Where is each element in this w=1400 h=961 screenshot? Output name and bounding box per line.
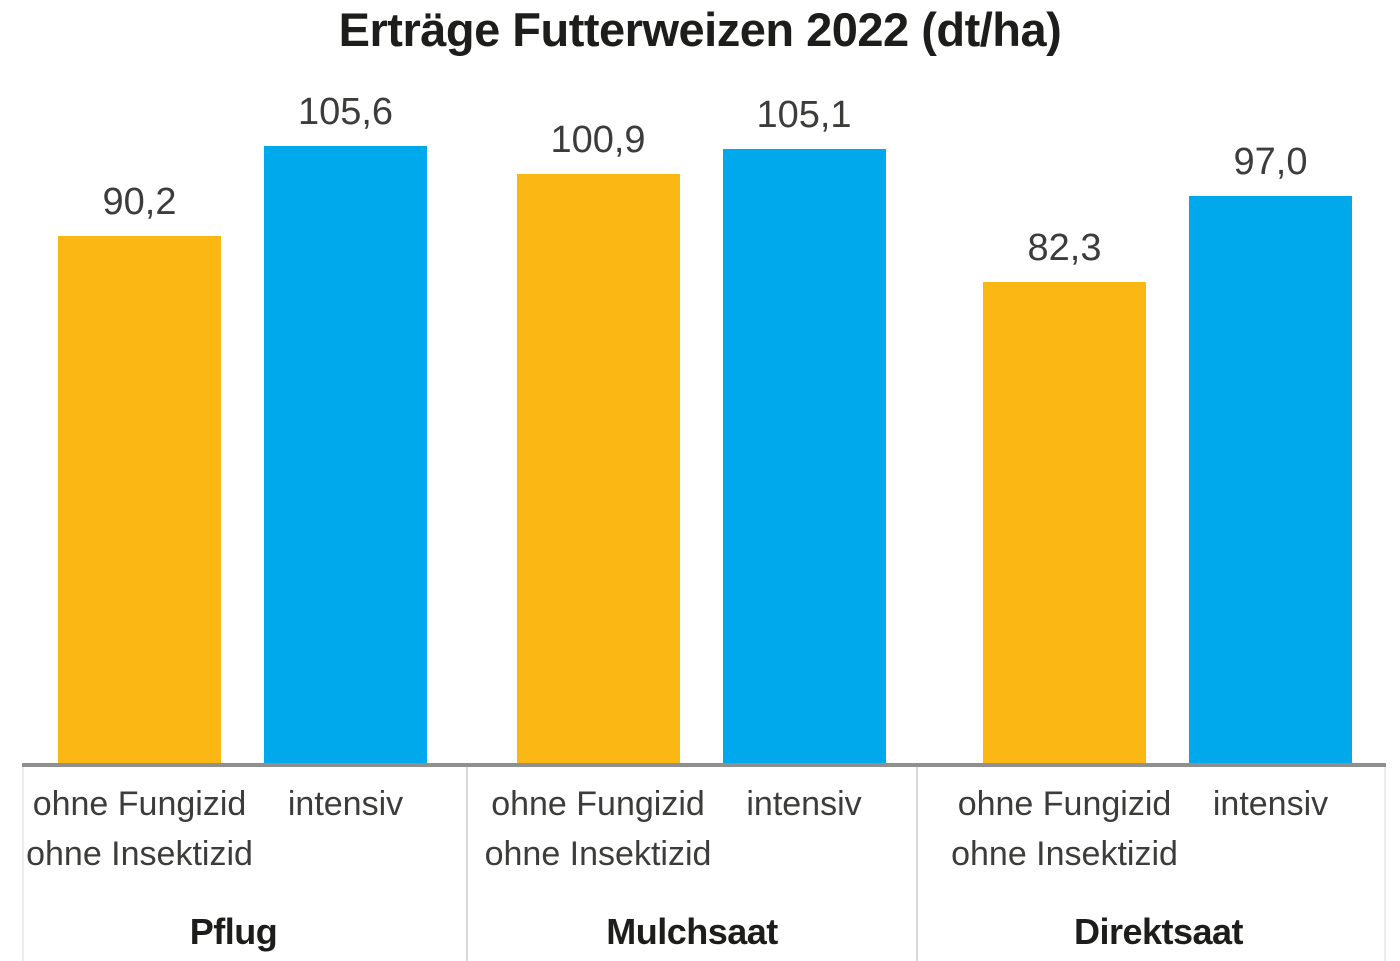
bar xyxy=(722,148,886,763)
bar xyxy=(516,173,680,763)
series-label: intensiv xyxy=(287,785,404,823)
plot-area: 90,2 105,6 100,9 105,1 82,3 97,0 xyxy=(9,91,1400,763)
bar-group-direktsaat: 82,3 97,0 xyxy=(926,142,1400,763)
x-axis-line xyxy=(22,763,1386,767)
chart-title: Erträge Futterweizen 2022 (dt/ha) xyxy=(338,3,1062,56)
bar-group-mulchsaat: 100,9 105,1 xyxy=(476,94,926,763)
group-divider-line xyxy=(466,767,468,961)
category-label: Pflug xyxy=(189,911,278,952)
bar xyxy=(983,282,1146,763)
bar-value-label: 82,3 xyxy=(1027,227,1102,270)
bar-unit: 97,0 xyxy=(1189,142,1352,763)
series-label: intensiv xyxy=(1212,785,1329,823)
x-axis-labels: ohne Fungizid ohne Insektizid intensiv Pflu… xyxy=(0,779,1400,961)
x-group-direktsaat: ohne Fungizid ohne Insektizid intensiv Dire… xyxy=(917,779,1400,961)
bar-unit: 105,6 xyxy=(264,91,427,763)
bar-value-label: 105,6 xyxy=(297,91,394,134)
x-group-mulchsaat: ohne Fungizid ohne Insektizid intensiv Mulc… xyxy=(467,779,917,961)
bar-value-label: 97,0 xyxy=(1233,141,1308,184)
bar xyxy=(264,146,427,763)
bar-unit: 100,9 xyxy=(516,118,680,763)
category-label: Direktsaat xyxy=(1073,911,1244,952)
bar-unit: 105,1 xyxy=(722,94,886,763)
bar xyxy=(1189,196,1352,763)
group-divider-line xyxy=(22,767,24,961)
series-label: intensiv xyxy=(746,785,862,823)
category-label: Mulchsaat xyxy=(606,911,778,952)
bar xyxy=(58,236,221,763)
series-label: ohne Fungizid ohne Insektizid xyxy=(484,785,712,873)
bar-value-label: 105,1 xyxy=(756,94,852,137)
bar-unit: 82,3 xyxy=(983,228,1146,763)
bar-unit: 90,2 xyxy=(58,181,221,763)
bar-value-label: 100,9 xyxy=(550,118,646,161)
bar-value-label: 90,2 xyxy=(102,181,177,224)
group-divider-line xyxy=(1384,767,1386,961)
group-divider-line xyxy=(916,767,918,961)
x-group-pflug: ohne Fungizid ohne Insektizid intensiv Pflu… xyxy=(0,779,467,961)
bar-group-pflug: 90,2 105,6 xyxy=(9,91,476,763)
series-label: ohne Fungizid ohne Insektizid xyxy=(26,785,253,873)
series-label: ohne Fungizid ohne Insektizid xyxy=(951,785,1178,873)
